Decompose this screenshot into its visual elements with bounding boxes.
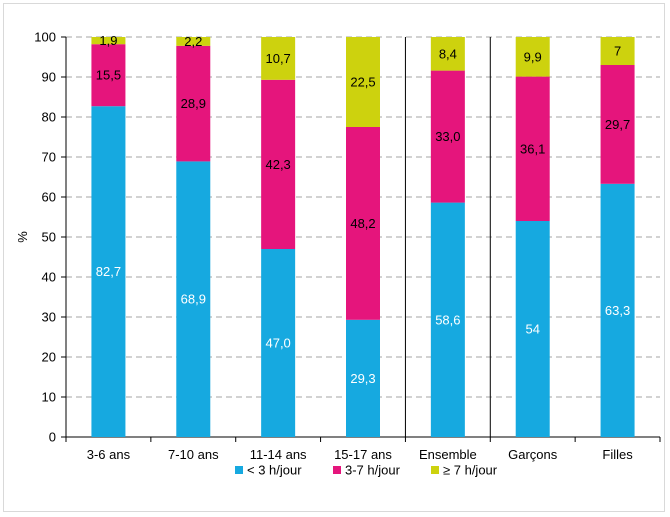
x-tick-label: 11-14 ans xyxy=(250,447,307,462)
data-label: 82,7 xyxy=(96,264,121,279)
y-axis-label: % xyxy=(15,231,30,243)
data-label: 68,9 xyxy=(181,292,206,307)
data-label: 33,0 xyxy=(435,129,460,144)
data-label: 9,9 xyxy=(524,49,542,64)
y-tick-label: 90 xyxy=(42,70,56,85)
legend-entry: 3-7 h/jour xyxy=(345,463,401,478)
bar-segment xyxy=(176,37,211,46)
legend-swatch xyxy=(333,466,341,474)
legend-entry: < 3 h/jour xyxy=(247,463,302,478)
bar-segment xyxy=(261,37,296,80)
x-tick-label: Garçons xyxy=(508,447,558,462)
y-tick-label: 50 xyxy=(42,230,56,245)
data-label: 48,2 xyxy=(350,216,375,231)
bar-segment xyxy=(91,106,126,437)
bar-segment xyxy=(346,37,380,127)
data-label: 29,7 xyxy=(605,117,630,132)
bar-segment xyxy=(261,249,296,437)
bar-segment xyxy=(430,202,465,437)
bar-segment xyxy=(91,37,126,45)
x-tick-label: 3-6 ans xyxy=(87,447,131,462)
bar-segment xyxy=(515,37,550,77)
x-tick-label: Filles xyxy=(602,447,633,462)
bar-segment xyxy=(515,221,550,437)
bar-segment xyxy=(261,79,296,249)
x-tick-label: Ensemble xyxy=(419,447,477,462)
data-label: 58,6 xyxy=(435,312,460,327)
bar-segment xyxy=(600,65,635,184)
data-label: 2,2 xyxy=(184,34,202,49)
data-label: 8,4 xyxy=(439,46,457,61)
bar-segment xyxy=(600,183,635,437)
y-tick-label: 70 xyxy=(42,150,56,165)
bar-segment xyxy=(600,37,635,65)
data-label: 15,5 xyxy=(96,68,121,83)
x-tick-label: 7-10 ans xyxy=(168,447,219,462)
data-label: 42,3 xyxy=(265,157,290,172)
bar-segment xyxy=(176,161,211,437)
data-label: 22,5 xyxy=(350,75,375,90)
y-tick-label: 80 xyxy=(42,110,56,125)
y-tick-label: 60 xyxy=(42,190,56,205)
bar-segment xyxy=(91,44,126,107)
bar-segment xyxy=(430,37,465,71)
data-label: 47,0 xyxy=(265,336,290,351)
y-tick-label: 10 xyxy=(42,390,56,405)
data-label: 10,7 xyxy=(265,51,290,66)
legend-swatch xyxy=(235,466,243,474)
y-tick-label: 40 xyxy=(42,270,56,285)
data-label: 63,3 xyxy=(605,303,630,318)
bar-segment xyxy=(515,76,550,221)
y-tick-label: 0 xyxy=(49,430,56,445)
data-label: 28,9 xyxy=(181,96,206,111)
data-label: 54 xyxy=(525,322,539,337)
y-tick-label: 100 xyxy=(34,30,56,45)
data-label: 1,9 xyxy=(99,33,117,48)
bar-segment xyxy=(346,319,380,437)
data-label: 29,3 xyxy=(350,371,375,386)
data-label: 7 xyxy=(614,44,621,59)
legend-swatch xyxy=(431,466,439,474)
data-label: 36,1 xyxy=(520,141,545,156)
bar-segment xyxy=(176,45,211,162)
y-tick-label: 20 xyxy=(42,350,56,365)
bar-segment xyxy=(346,127,380,320)
bar-segment xyxy=(430,70,465,203)
legend-entry: ≥ 7 h/jour xyxy=(443,463,498,478)
x-tick-label: 15-17 ans xyxy=(334,447,392,462)
y-tick-label: 30 xyxy=(42,310,56,325)
